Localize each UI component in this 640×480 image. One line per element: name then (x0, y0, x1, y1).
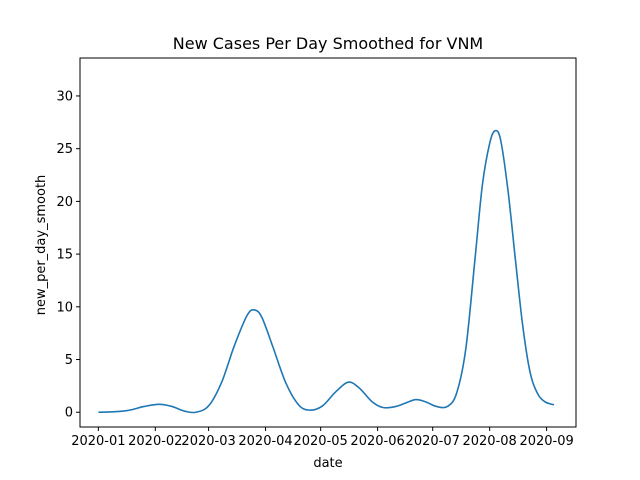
chart-title: New Cases Per Day Smoothed for VNM (173, 34, 483, 53)
plot-area (98, 129, 555, 414)
x-tick-label: 2020-04 (238, 434, 292, 449)
x-tick-label: 2020-01 (71, 434, 125, 449)
x-tick-label: 2020-02 (128, 434, 182, 449)
x-tick-label: 2020-06 (350, 434, 404, 449)
y-tick-label: 0 (65, 406, 73, 421)
x-tick-label: 2020-07 (406, 434, 460, 449)
x-tick-label: 2020-05 (293, 434, 347, 449)
y-tick-label: 30 (56, 89, 73, 104)
plot-frame (79, 57, 577, 428)
y-axis: 0 5 10 15 20 25 30 (56, 89, 80, 421)
x-axis-label: date (313, 456, 342, 471)
y-tick-label: 5 (65, 353, 73, 368)
y-tick-label: 25 (56, 142, 73, 157)
y-axis-label: new_per_day_smooth (34, 175, 49, 316)
x-tick-label: 2020-08 (462, 434, 516, 449)
y-tick-label: 10 (56, 300, 73, 315)
y-tick-label: 20 (56, 195, 73, 210)
y-tick-label: 15 (56, 248, 73, 263)
series-line-0 (98, 129, 555, 414)
x-tick-label: 2020-03 (181, 434, 235, 449)
x-tick-label: 2020-09 (519, 434, 573, 449)
